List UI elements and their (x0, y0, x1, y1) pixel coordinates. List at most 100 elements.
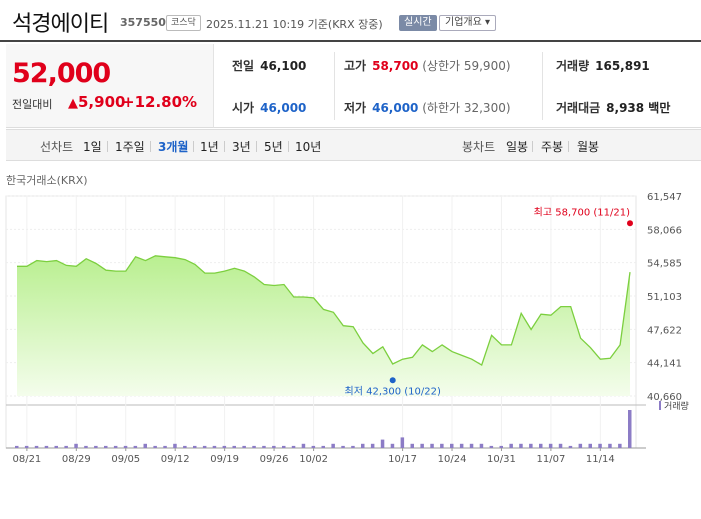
volume-bar (598, 443, 602, 448)
trade-amount: 거래대금 8,938 백만 (556, 101, 671, 115)
current-price: 52,000 (12, 58, 111, 89)
volume-bar (331, 443, 335, 448)
volume-bar (202, 445, 207, 448)
divider (532, 141, 533, 152)
max-point (627, 220, 633, 227)
y-tick-label: 51,103 (647, 292, 682, 303)
volume-bar (282, 445, 286, 448)
period-10y[interactable]: 10년 (295, 140, 322, 154)
up-arrow-icon: ▲ (68, 96, 78, 111)
x-tick-label: 09/12 (161, 454, 190, 465)
candle-daily[interactable]: 일봉 (506, 140, 529, 154)
volume-bar (459, 443, 464, 448)
prev-close: 전일 46,100 (232, 59, 307, 73)
volume-bar (15, 445, 19, 448)
volume-bar (84, 445, 88, 448)
volume-bar (509, 443, 513, 448)
divider (107, 141, 108, 152)
volume-bar (272, 445, 276, 448)
y-tick-label: 47,622 (647, 325, 682, 336)
y-tick-label: 40,660 (647, 392, 682, 403)
y-tick-label: 61,547 (647, 192, 682, 203)
divider (150, 141, 151, 152)
volume-bar (380, 439, 385, 448)
divider (542, 52, 543, 120)
volume-bar (113, 445, 118, 448)
x-tick-label: 10/17 (388, 454, 417, 465)
volume-bar (578, 443, 583, 448)
stock-code: 357550 (120, 16, 166, 29)
volume-bar (193, 445, 197, 448)
company-overview-dropdown[interactable]: 기업개요 ▾ (439, 15, 496, 31)
divider (288, 141, 289, 152)
period-3y[interactable]: 3년 (232, 140, 251, 154)
price-line (17, 255, 631, 366)
volume-bar (341, 445, 345, 448)
x-tick-label: 09/05 (111, 454, 140, 465)
period-1d[interactable]: 1일 (83, 140, 102, 154)
open-price: 시가 46,000 (232, 101, 307, 115)
volume-bar (548, 443, 553, 448)
volume-bar (628, 410, 632, 448)
volume-bar (173, 443, 177, 448)
volume-bar (54, 445, 58, 448)
price-stats: 전일 46,100 고가 58,700 (상한가 59,900) 거래량 165,89… (214, 44, 701, 128)
volume-bar (301, 443, 306, 448)
period-5y[interactable]: 5년 (264, 140, 283, 154)
timestamp: 2025.11.21 10:19 기준(KRX 장중) (206, 18, 383, 31)
volume-bar (34, 445, 39, 448)
x-tick-label: 10/31 (487, 454, 516, 465)
low-price: 저가 46,000 (하한가 32,300) (344, 101, 511, 115)
volume-bar (143, 443, 147, 448)
volume-bar (479, 443, 484, 448)
volume-bar (351, 445, 355, 448)
volume-bar (469, 443, 474, 448)
max-label: 최고 58,700 (11/21) (534, 206, 630, 218)
volume-bar (568, 445, 573, 448)
change-rate: +12.80% (122, 93, 198, 111)
volume-bar (499, 445, 503, 448)
volume-bar (370, 443, 375, 448)
min-point (389, 377, 396, 384)
period-3m[interactable]: 3개월 (158, 140, 189, 154)
data-source: 한국거래소(KRX) (6, 174, 88, 187)
volume-bar (163, 445, 167, 448)
volume-bar (44, 445, 49, 448)
x-tick-label: 10/24 (438, 454, 467, 465)
candle-chart-label: 봉차트 (462, 140, 496, 154)
x-tick-label: 11/07 (536, 454, 565, 465)
line-chart-label: 선차트 (40, 140, 74, 154)
volume-bar (361, 443, 365, 448)
realtime-button[interactable]: 실시간 (399, 15, 437, 31)
volume-bar (24, 445, 29, 448)
diff-value: 5,900 (78, 93, 126, 111)
volume-bar (519, 443, 523, 448)
volume-bar (529, 443, 533, 448)
x-tick-label: 08/21 (12, 454, 41, 465)
x-tick-label: 08/29 (62, 454, 91, 465)
volume-bar (64, 445, 68, 448)
candle-weekly[interactable]: 주봉 (541, 140, 564, 154)
volume-bar (123, 445, 128, 448)
diff-label: 전일대비 (12, 98, 53, 111)
volume-bar (183, 445, 187, 448)
volume-bar (410, 443, 414, 448)
price-summary: 52,000 전일대비 ▲5,900 +12.80% (6, 44, 214, 128)
volume-bar (133, 445, 138, 448)
candle-monthly[interactable]: 월봉 (577, 140, 600, 154)
period-1y[interactable]: 1년 (200, 140, 219, 154)
volume-bar (94, 445, 98, 448)
market-badge: 코스닥 (166, 15, 201, 31)
price-area (17, 255, 630, 396)
volume-bar (222, 445, 227, 448)
volume-bar (420, 443, 424, 448)
min-label: 최저 42,300 (10/22) (345, 385, 441, 397)
volume-bar (104, 445, 108, 448)
volume-bar (440, 443, 444, 448)
divider (334, 52, 335, 120)
volume-bar (291, 445, 296, 448)
volume: 거래량 165,891 (556, 59, 650, 73)
divider (193, 141, 194, 152)
period-1w[interactable]: 1주일 (115, 140, 145, 154)
x-tick-label: 09/19 (210, 454, 239, 465)
